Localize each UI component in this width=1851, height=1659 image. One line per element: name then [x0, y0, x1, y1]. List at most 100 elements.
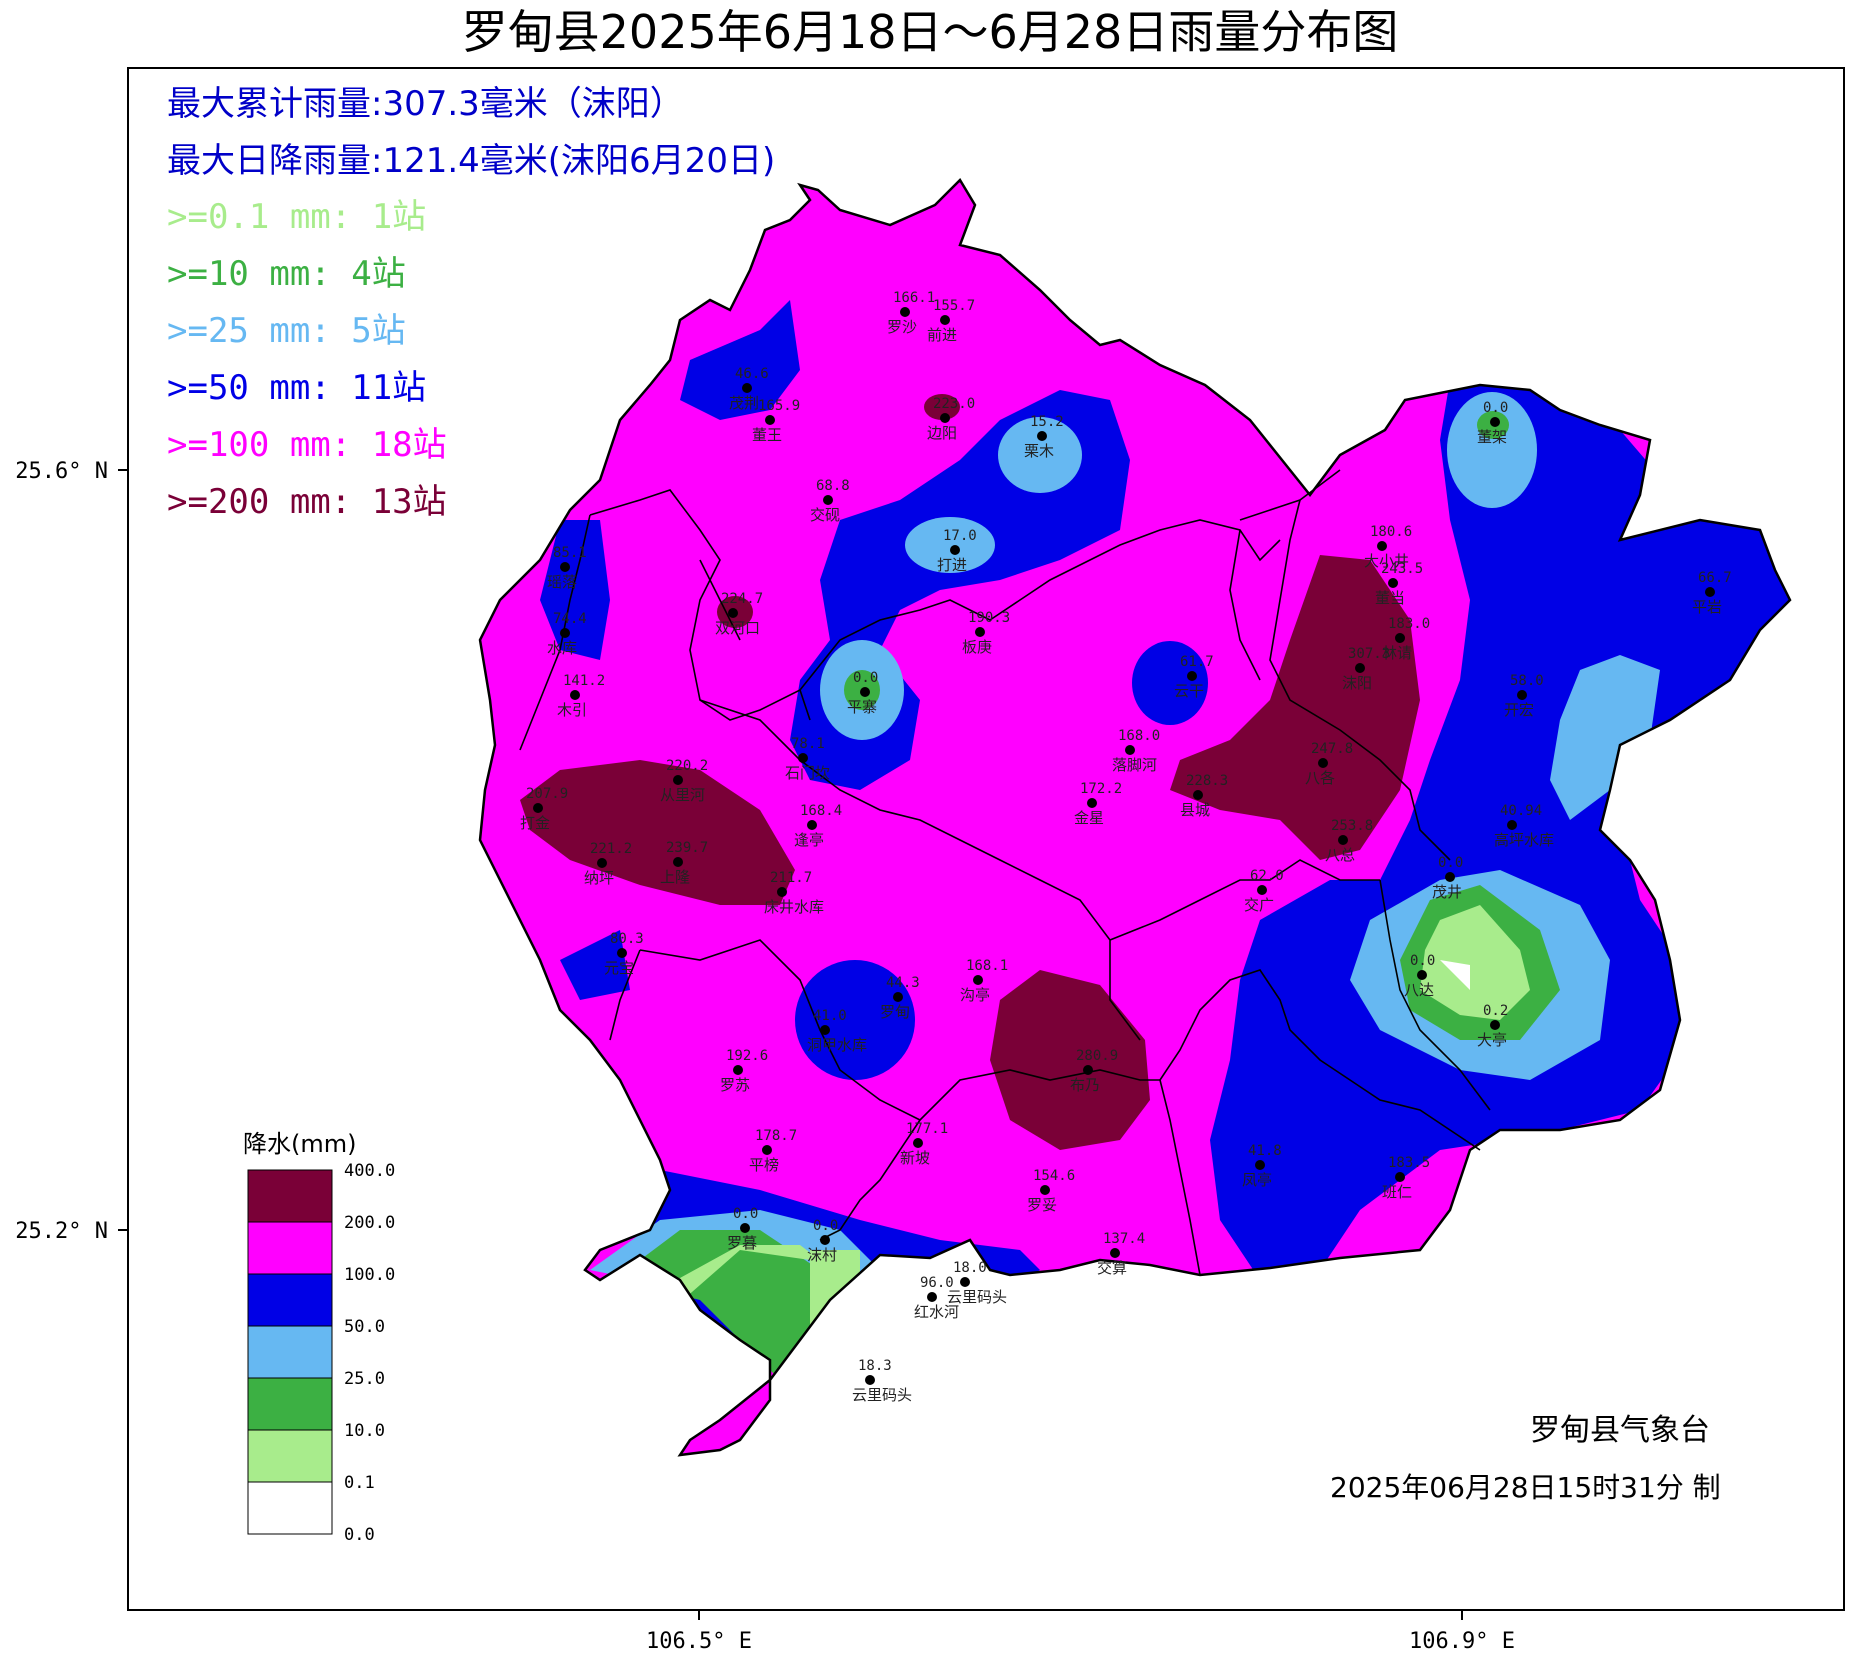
station-marker [860, 687, 870, 697]
station: 155.7 前进 [927, 298, 975, 344]
station-value: 253.8 [1331, 818, 1373, 834]
township-line-3 [1269, 499, 1451, 861]
township-line-13 [699, 559, 741, 641]
station-name: 金星 [1074, 809, 1104, 827]
station-value: 68.8 [816, 478, 850, 494]
township-line-4 [1239, 469, 1341, 521]
station: 207.9 打金 [520, 786, 568, 832]
color-scale-tick: 0.0 [344, 1525, 375, 1545]
station-name: 沫村 [807, 1246, 837, 1264]
township-line-6 [1109, 859, 1380, 941]
station-name: 罗沙 [887, 318, 917, 336]
color-scale-band [247, 1377, 333, 1431]
color-scale: 400.0 200.0 100.0 50.0 25.0 10.0 0.1 0.0 [247, 1161, 395, 1545]
station-value: 0.0 [853, 670, 878, 686]
station-marker [1417, 970, 1427, 980]
station-marker [1395, 633, 1405, 643]
station-marker [973, 975, 983, 985]
max-total-rainfall: 最大累计雨量:307.3毫米（沫阳） [167, 84, 684, 124]
station-marker [865, 1375, 875, 1385]
station-marker [940, 315, 950, 325]
zone-25-kaihong [1550, 655, 1660, 820]
station: 220.2 从里河 [660, 758, 708, 804]
station-marker [762, 1145, 772, 1155]
station-count-row: >=10 mm: 4站 [167, 254, 406, 294]
station-marker [1338, 835, 1348, 845]
station: 168.1 沟亭 [960, 958, 1008, 1004]
station: 190.3 板庚 [962, 610, 1010, 656]
station: 80.3 元宝 [604, 931, 644, 977]
station: 66.7 平岩 [1692, 570, 1732, 616]
station: 0.0 罗暮 [727, 1206, 758, 1252]
station-name: 落脚河 [1112, 756, 1157, 774]
station-name: 水库 [547, 639, 577, 657]
station-name: 平榜 [749, 1156, 779, 1174]
station-marker [597, 858, 607, 868]
station-name: 栗木 [1024, 442, 1054, 460]
station-value: 0.0 [1483, 400, 1508, 416]
station-count-row: >=100 mm: 18站 [167, 425, 447, 465]
color-scale-tick: 400.0 [344, 1161, 395, 1181]
station: 0.0 平寨 [847, 670, 878, 716]
lon-label-1: 106.5° E [646, 1629, 752, 1654]
station-value: 211.7 [770, 870, 812, 886]
station: 74.4 水库 [547, 611, 587, 657]
station: 141.2 木引 [557, 673, 605, 719]
station-name: 板庚 [962, 638, 992, 656]
station-value: 172.2 [1080, 781, 1122, 797]
station-value: 180.6 [1370, 524, 1412, 540]
station-value: 166.1 [893, 290, 935, 306]
color-scale-tick: 25.0 [344, 1369, 385, 1389]
station-name: 沫阳 [1342, 674, 1372, 692]
station: 221.2 纳坪 [584, 841, 632, 887]
station-count-legend: >=0.1 mm: 1站 >=10 mm: 4站 >=25 mm: 5站 >=50 m… [167, 197, 447, 522]
station-marker [765, 415, 775, 425]
zone-200-west [520, 760, 795, 905]
station: 0.0 沫村 [807, 1218, 838, 1264]
max-daily-rainfall: 最大日降雨量:121.4毫米(沫阳6月20日) [167, 141, 775, 181]
station-value: 0.0 [813, 1218, 838, 1234]
station-value: 0.2 [1483, 1003, 1508, 1019]
station-name: 罗甸 [880, 1003, 910, 1021]
station: 85.1 瑶落 [547, 545, 587, 591]
lat-label-1: 25.6° N [15, 459, 108, 484]
station-name: 云干 [1174, 682, 1204, 700]
color-scale-band [247, 1169, 333, 1223]
station: 41.8 凤亭 [1242, 1143, 1282, 1189]
station: 183.0 林请 [1382, 616, 1430, 662]
township-line-15 [1379, 879, 1491, 1111]
station-value: 78.1 [791, 736, 825, 752]
station: 280.9 布乃 [1070, 1048, 1118, 1094]
color-scale-band [247, 1221, 333, 1275]
station: 0.0 茂井 [1432, 855, 1463, 901]
station-name: 元宝 [604, 959, 634, 977]
station: 307.3 沫阳 [1342, 646, 1390, 692]
zone-25-dajin [905, 517, 995, 573]
township-line-14 [1229, 529, 1261, 681]
station: 137.4 交算 [1097, 1231, 1145, 1277]
station-name: 董当 [1375, 589, 1405, 607]
station-name: 董王 [752, 426, 782, 444]
township-line-12 [519, 514, 591, 751]
station-marker [940, 413, 950, 423]
station-marker [927, 1292, 937, 1302]
station-name: 沟亭 [960, 986, 990, 1004]
color-scale-tick: 0.1 [344, 1473, 375, 1493]
station-marker [1187, 671, 1197, 681]
station-marker [960, 1277, 970, 1287]
station-name: 平岩 [1692, 598, 1722, 616]
zone-25-limu [998, 417, 1082, 493]
station-value: 74.4 [553, 611, 587, 627]
station-name: 打进 [937, 556, 967, 574]
station: 177.1 新坡 [900, 1121, 948, 1167]
zone-200-bianyang [924, 394, 960, 420]
station-name: 平寨 [847, 698, 877, 716]
station: 239.7 上隆 [660, 840, 708, 886]
station-name: 开宏 [1504, 701, 1534, 719]
station-value: 155.7 [933, 298, 975, 314]
station-name: 大亭 [1477, 1031, 1507, 1049]
station-marker [820, 1235, 830, 1245]
station-value: 280.9 [1076, 1048, 1118, 1064]
station-name: 茂井 [1432, 883, 1462, 901]
